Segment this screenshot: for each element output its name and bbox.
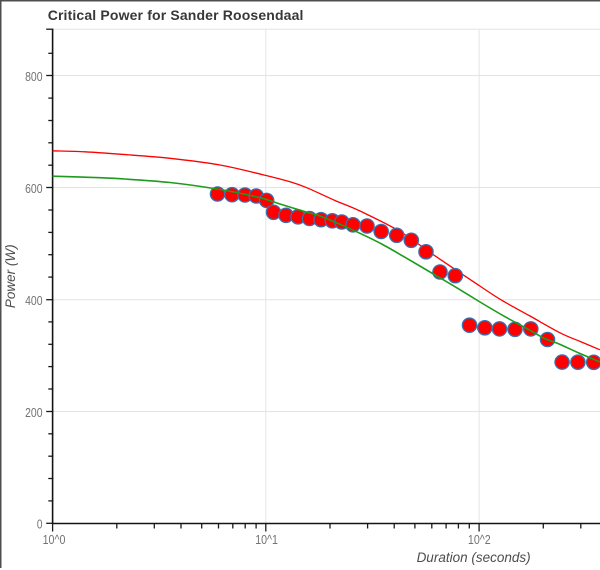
svg-text:10^1: 10^1 — [255, 532, 278, 547]
svg-text:Critical Power for Sander Roos: Critical Power for Sander Roosendaal — [48, 7, 304, 23]
svg-text:200: 200 — [25, 405, 42, 420]
svg-text:0: 0 — [37, 517, 43, 532]
svg-text:600: 600 — [25, 181, 42, 196]
svg-text:10^2: 10^2 — [468, 532, 491, 547]
svg-text:Power (W): Power (W) — [3, 244, 18, 308]
svg-text:Duration (seconds): Duration (seconds) — [417, 550, 531, 565]
svg-text:400: 400 — [25, 293, 42, 308]
svg-text:800: 800 — [25, 69, 42, 84]
svg-text:10^0: 10^0 — [43, 532, 66, 547]
